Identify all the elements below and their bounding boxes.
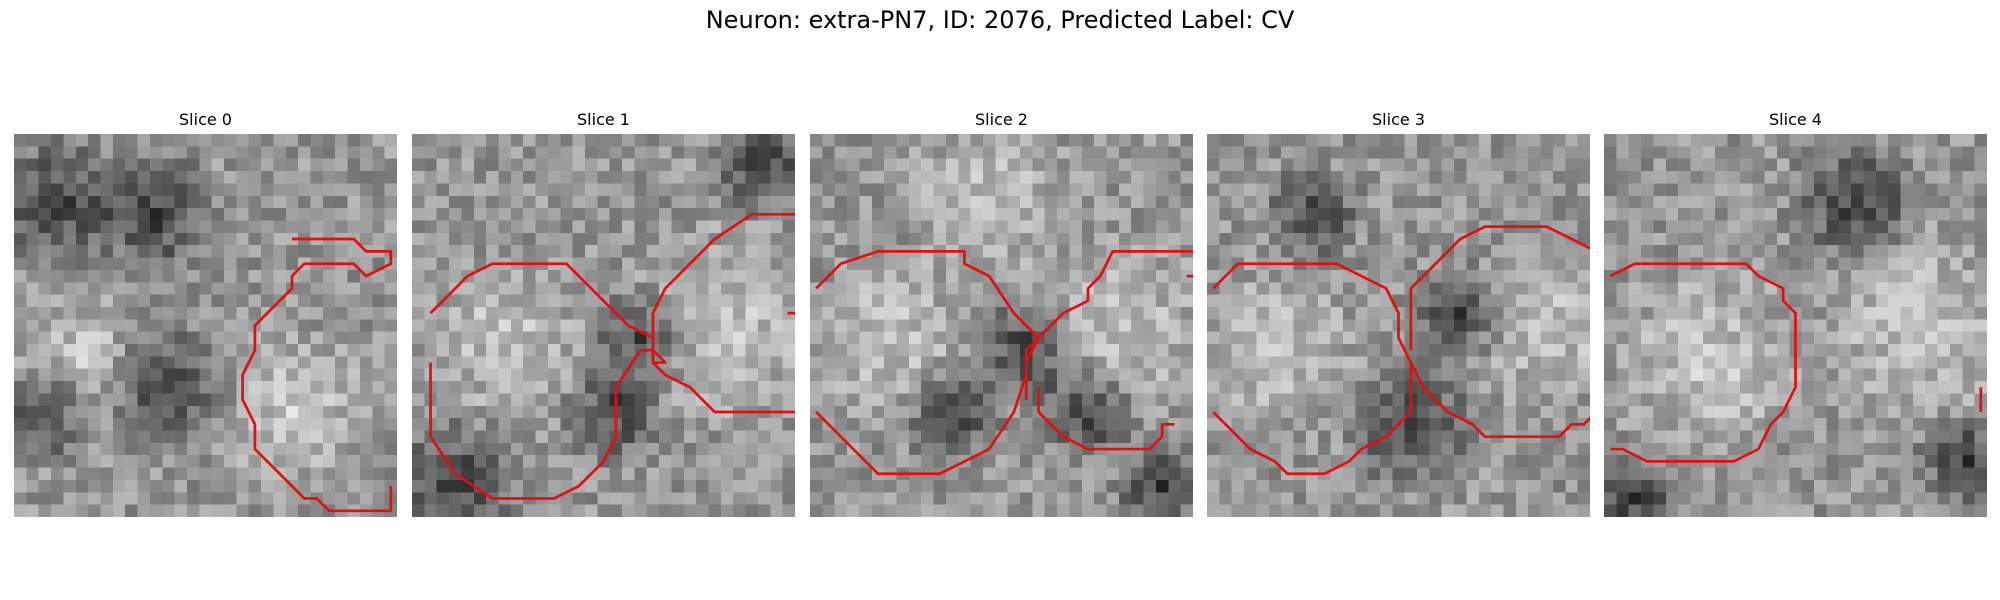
contour-1-0 [429,262,667,500]
contour-2-1 [1024,250,1193,400]
contour-3-0 [1212,262,1413,476]
contour-2-2 [1037,387,1175,451]
contour-3-1 [1409,225,1590,351]
contour-0-0 [241,237,393,513]
slice-image-3 [1207,134,1590,517]
slice-image-0 [14,134,397,517]
slice-title-1: Slice 1 [577,110,630,129]
contour-4-0 [1609,262,1797,463]
slice-image-1 [412,134,795,517]
slice-title-3: Slice 3 [1372,110,1425,129]
contour-2-0 [815,250,1040,476]
slice-title-0: Slice 0 [179,110,232,129]
contour-3-2 [1409,361,1590,439]
figure-title: Neuron: extra-PN7, ID: 2076, Predicted L… [705,6,1295,34]
slice-image-2 [810,134,1193,517]
slice-title-2: Slice 2 [975,110,1028,129]
slice-title-4: Slice 4 [1769,110,1822,129]
slice-image-4 [1604,134,1987,517]
contour-1-1 [651,212,795,414]
